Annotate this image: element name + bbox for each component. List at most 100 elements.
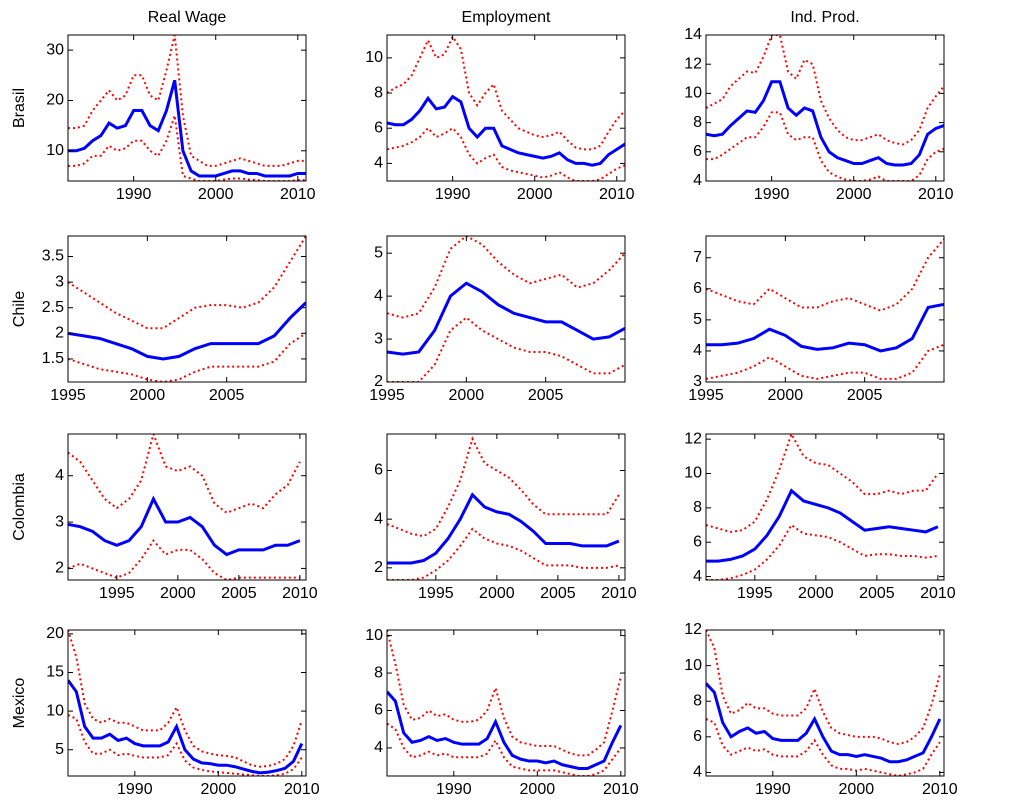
x-tick-label: 2005 xyxy=(847,387,883,404)
panel-title: Real Wage xyxy=(148,9,227,26)
x-tick-label: 2005 xyxy=(221,585,257,602)
panel: 1995 2000 2005 2010 4 6 8 10 12 xyxy=(684,430,956,602)
x-tick-label: 2000 xyxy=(160,585,196,602)
x-tick-label: 1990 xyxy=(116,186,152,203)
x-tick-label: 2000 xyxy=(798,585,834,602)
series-line xyxy=(387,236,625,319)
x-tick-label: 2005 xyxy=(859,585,895,602)
y-tick-label: 4 xyxy=(693,342,702,359)
x-tick-label: 2000 xyxy=(839,781,875,798)
x-tick-label: 2000 xyxy=(479,585,515,602)
x-tick-label: 2005 xyxy=(540,585,576,602)
series-line xyxy=(68,332,306,382)
y-tick-label: 4 xyxy=(374,155,383,172)
y-tick-label: 7 xyxy=(693,249,702,266)
x-tick-label: 2000 xyxy=(520,781,556,798)
y-tick-label: 3 xyxy=(374,330,383,347)
y-tick-label: 6 xyxy=(374,462,383,479)
series-line xyxy=(68,495,301,557)
series-line xyxy=(706,35,944,146)
series-line xyxy=(706,488,939,563)
x-tick-label: 2010 xyxy=(280,186,316,203)
y-tick-label: 10 xyxy=(46,142,64,159)
row-label: Chile xyxy=(11,291,28,328)
y-tick-label: 10 xyxy=(365,49,383,66)
y-tick-label: 12 xyxy=(684,621,702,638)
y-tick-label: 3 xyxy=(693,373,702,390)
y-tick-label: 14 xyxy=(684,26,702,43)
y-tick-label: 6 xyxy=(693,533,702,550)
y-tick-label: 30 xyxy=(46,41,64,58)
axes-frame xyxy=(705,235,945,383)
panel: 1995 2000 2005 2 3 4 5 xyxy=(369,235,626,404)
series-line xyxy=(387,722,622,776)
axes-frame xyxy=(705,433,945,581)
series-line xyxy=(706,630,941,745)
y-tick-label: 8 xyxy=(374,664,383,681)
y-tick-label: 2.5 xyxy=(42,299,64,316)
y-tick-label: 12 xyxy=(684,55,702,72)
x-tick-label: 1995 xyxy=(369,387,405,404)
series-line xyxy=(68,35,306,167)
y-tick-label: 12 xyxy=(684,430,702,447)
y-tick-label: 4 xyxy=(374,287,383,304)
y-tick-label: 8 xyxy=(693,692,702,709)
x-tick-label: 1995 xyxy=(50,387,86,404)
y-tick-label: 10 xyxy=(365,627,383,644)
series-line xyxy=(68,115,306,181)
x-tick-label: 1990 xyxy=(117,781,153,798)
axes-frame xyxy=(386,433,626,581)
series-line xyxy=(387,126,625,181)
y-tick-label: 10 xyxy=(46,702,64,719)
series-line xyxy=(387,35,625,151)
series-line xyxy=(706,434,939,533)
row-label: Mexico xyxy=(11,678,28,729)
y-tick-label: 4 xyxy=(693,764,702,781)
y-tick-label: 20 xyxy=(46,625,64,642)
axes-frame xyxy=(386,629,626,777)
y-tick-label: 10 xyxy=(684,657,702,674)
axes-frame xyxy=(705,629,945,777)
series-line xyxy=(706,523,939,580)
panel: Ind. Prod. 1990 2000 2010 4 6 8 10 12 14 xyxy=(684,9,953,203)
x-tick-label: 2005 xyxy=(528,387,564,404)
x-tick-label: 2010 xyxy=(920,585,956,602)
x-tick-label: 1995 xyxy=(99,585,135,602)
panel-title: Employment xyxy=(462,9,551,26)
y-tick-label: 3.5 xyxy=(42,248,64,265)
series-line xyxy=(706,718,941,776)
series-line xyxy=(68,538,300,580)
axes-frame xyxy=(67,629,307,777)
y-tick-label: 1.5 xyxy=(42,350,64,367)
x-tick-label: 2005 xyxy=(209,387,245,404)
y-tick-label: 2 xyxy=(55,325,64,342)
row-label: Brasil xyxy=(11,88,28,128)
series-line xyxy=(68,79,306,178)
y-tick-label: 8 xyxy=(374,84,383,101)
y-tick-label: 4 xyxy=(693,568,702,585)
x-tick-label: 1990 xyxy=(436,781,472,798)
y-tick-label: 5 xyxy=(55,741,64,758)
series-line xyxy=(706,343,944,380)
x-tick-label: 2010 xyxy=(282,585,318,602)
series-line xyxy=(387,690,623,771)
x-tick-label: 2010 xyxy=(918,186,954,203)
x-tick-label: 2000 xyxy=(517,186,553,203)
y-tick-label: 3 xyxy=(55,513,64,530)
y-tick-label: 8 xyxy=(693,499,702,516)
series-line xyxy=(706,80,944,167)
x-tick-label: 2010 xyxy=(284,781,320,798)
x-tick-label: 2000 xyxy=(836,186,872,203)
x-tick-label: 1995 xyxy=(688,387,724,404)
series-line xyxy=(387,436,620,538)
y-tick-label: 5 xyxy=(693,311,702,328)
row-label: Colombia xyxy=(11,473,28,541)
y-tick-label: 20 xyxy=(46,92,64,109)
x-tick-label: 2010 xyxy=(599,186,635,203)
axes-frame xyxy=(386,34,626,182)
x-tick-label: 1990 xyxy=(754,186,790,203)
y-tick-label: 3 xyxy=(55,273,64,290)
y-tick-label: 2 xyxy=(374,373,383,390)
